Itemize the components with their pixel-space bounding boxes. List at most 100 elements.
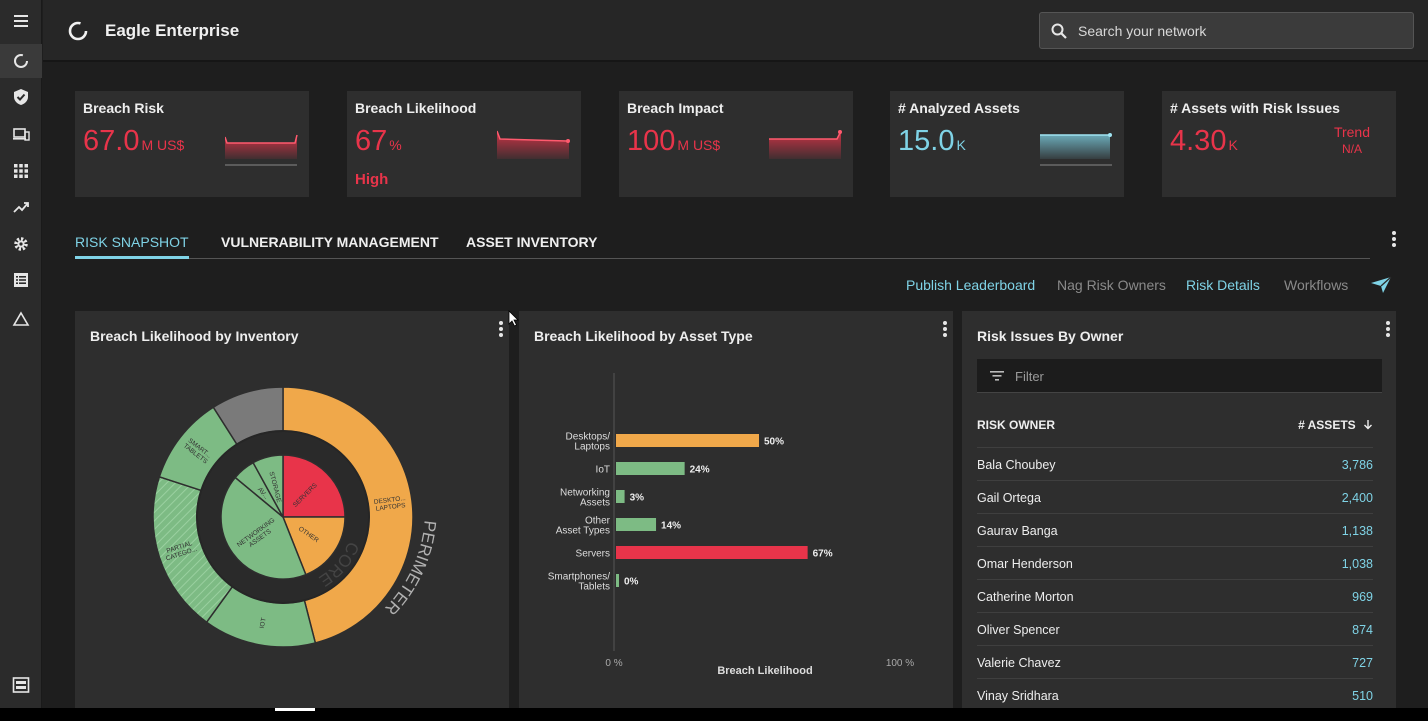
x-tick-min: 0 %: [605, 658, 622, 669]
panel-toggle-icon[interactable]: [0, 668, 42, 702]
table-row[interactable]: Gaurav Banga 1,138: [977, 513, 1373, 546]
apps-grid-icon[interactable]: [0, 154, 42, 188]
owner-asset-count[interactable]: 969: [1352, 590, 1373, 604]
category-tick-label: Smartphones/Tablets: [548, 572, 610, 593]
gear-icon[interactable]: [0, 227, 42, 261]
kpi-analyzed-assets[interactable]: # Analyzed Assets 15.0 K: [890, 91, 1124, 197]
owner-asset-count[interactable]: 727: [1352, 656, 1373, 670]
bar[interactable]: [616, 574, 619, 587]
send-icon[interactable]: [1370, 276, 1392, 294]
kpi-unit: K: [956, 137, 966, 153]
x-tick-max: 100 %: [886, 658, 914, 669]
bar[interactable]: [616, 462, 685, 475]
kpi-severity: High: [355, 171, 389, 188]
nag-risk-owners-link[interactable]: Nag Risk Owners: [1057, 277, 1166, 293]
owner-asset-count[interactable]: 1,138: [1341, 524, 1373, 538]
category-tick-label: Desktops/Laptops: [566, 432, 611, 453]
outer-slice-label: DESKTO...LAPTOPS: [373, 495, 407, 513]
risk-details-link[interactable]: Risk Details: [1186, 277, 1260, 293]
shield-icon[interactable]: [0, 80, 42, 114]
panel-risk-owners: Risk Issues By Owner RISK OWNER # ASSETS…: [962, 311, 1396, 711]
network-search[interactable]: [1039, 12, 1414, 49]
table-row[interactable]: Valerie Chavez 727: [977, 645, 1373, 678]
top-header: Eagle Enterprise: [43, 0, 1428, 62]
inner-slice[interactable]: [220, 476, 307, 580]
owner-filter[interactable]: [977, 359, 1382, 393]
table-row[interactable]: Gail Ortega 2,400: [977, 480, 1373, 513]
filter-input[interactable]: [1015, 359, 1365, 393]
table-row[interactable]: Omar Henderson 1,038: [977, 546, 1373, 579]
bar-value-label: 50%: [764, 437, 784, 448]
app-title: Eagle Enterprise: [105, 21, 240, 40]
owners-table-body: Bala Choubey 3,786 Gail Ortega 2,400 Gaura…: [977, 447, 1373, 711]
kpi-breach-likelihood[interactable]: Breach Likelihood 67% High: [347, 91, 581, 197]
owner-name: Omar Henderson: [977, 557, 1073, 571]
owner-asset-count[interactable]: 510: [1352, 689, 1373, 703]
kpi-assets-with-risk-issues[interactable]: # Assets with Risk Issues 4.30 K Trend N/…: [1162, 91, 1396, 197]
category-tick-label: Servers: [576, 549, 610, 560]
panel-title: Breach Likelihood by Asset Type: [534, 328, 753, 344]
dashboard-ring-icon[interactable]: [0, 44, 42, 78]
bar[interactable]: [616, 518, 657, 531]
outer-slice-label: IOT: [259, 617, 268, 629]
bar[interactable]: [616, 490, 625, 503]
bar-value-label: 67%: [813, 549, 833, 560]
list-icon[interactable]: [0, 263, 42, 297]
panel-more-icon[interactable]: [939, 320, 951, 338]
owner-asset-count[interactable]: 1,038: [1341, 557, 1373, 571]
panel-more-icon[interactable]: [1382, 320, 1394, 338]
bottom-edge: [0, 708, 1428, 721]
bar[interactable]: [616, 546, 808, 559]
bar-value-label: 14%: [661, 521, 681, 532]
owner-asset-count[interactable]: 3,786: [1341, 458, 1373, 472]
inner-slice[interactable]: [282, 454, 346, 518]
owner-asset-count[interactable]: 2,400: [1341, 491, 1373, 505]
asset-type-bar-chart: 50% Desktops/Laptops 24% IoT 3% Networking Ass…: [548, 373, 914, 677]
menu-icon[interactable]: [0, 4, 42, 38]
workflows-link[interactable]: Workflows: [1284, 277, 1349, 293]
panel-more-icon[interactable]: [495, 320, 507, 338]
bar[interactable]: [616, 434, 759, 447]
trending-icon[interactable]: [0, 190, 42, 224]
table-row[interactable]: Oliver Spencer 874: [977, 612, 1373, 645]
kpi-breach-impact[interactable]: Breach Impact 100 M US$: [619, 91, 853, 197]
tabs-more-icon[interactable]: [1388, 230, 1400, 248]
search-input[interactable]: [1078, 13, 1398, 48]
owner-name: Bala Choubey: [977, 458, 1056, 472]
kpi-sparkline: [1040, 133, 1112, 166]
owner-asset-count[interactable]: 874: [1352, 623, 1373, 637]
tab-risk-snapshot[interactable]: RISK SNAPSHOT: [75, 234, 189, 259]
warning-triangle-icon[interactable]: [0, 302, 42, 336]
kpi-title: Breach Impact: [627, 100, 724, 116]
col-header-assets[interactable]: # ASSETS: [1298, 418, 1373, 432]
kpi-value: 100: [627, 125, 676, 157]
inner-slice[interactable]: [252, 454, 284, 518]
tab-asset-inventory[interactable]: ASSET INVENTORY: [466, 234, 598, 250]
tab-vulnerability-management[interactable]: VULNERABILITY MANAGEMENT: [221, 234, 439, 250]
owner-name: Catherine Morton: [977, 590, 1074, 604]
publish-leaderboard-link[interactable]: Publish Leaderboard: [906, 277, 1036, 293]
kpi-value: 67.0: [83, 125, 140, 157]
kpi-unit: K: [1228, 137, 1238, 153]
category-tick-label: Other Asset Types: [556, 516, 611, 537]
kpi-sparkline: [497, 130, 570, 159]
kpi-title: # Assets with Risk Issues: [1170, 100, 1340, 116]
kpi-unit: M US$: [677, 137, 721, 153]
devices-icon[interactable]: [0, 117, 42, 151]
col-header-risk-owner[interactable]: RISK OWNER: [977, 418, 1055, 432]
app-logo-icon: [68, 21, 88, 41]
category-tick-label: Networking Assets: [560, 488, 610, 509]
table-row[interactable]: Vinay Sridhara 510: [977, 678, 1373, 711]
filter-icon: [990, 371, 1004, 381]
owner-name: Valerie Chavez: [977, 656, 1061, 670]
panel-asset-type: Breach Likelihood by Asset Type 50% Deskt…: [519, 311, 953, 711]
owner-name: Vinay Sridhara: [977, 689, 1059, 703]
table-row[interactable]: Catherine Morton 969: [977, 579, 1373, 612]
bottom-indicator: [275, 708, 315, 711]
kpi-sparkline: [769, 130, 842, 159]
owner-name: Gaurav Banga: [977, 524, 1058, 538]
table-row[interactable]: Bala Choubey 3,786: [977, 447, 1373, 480]
kpi-value: 15.0: [898, 125, 955, 157]
kpi-breach-risk[interactable]: Breach Risk 67.0 M US$: [75, 91, 309, 197]
trend-value: N/A: [1341, 142, 1362, 156]
